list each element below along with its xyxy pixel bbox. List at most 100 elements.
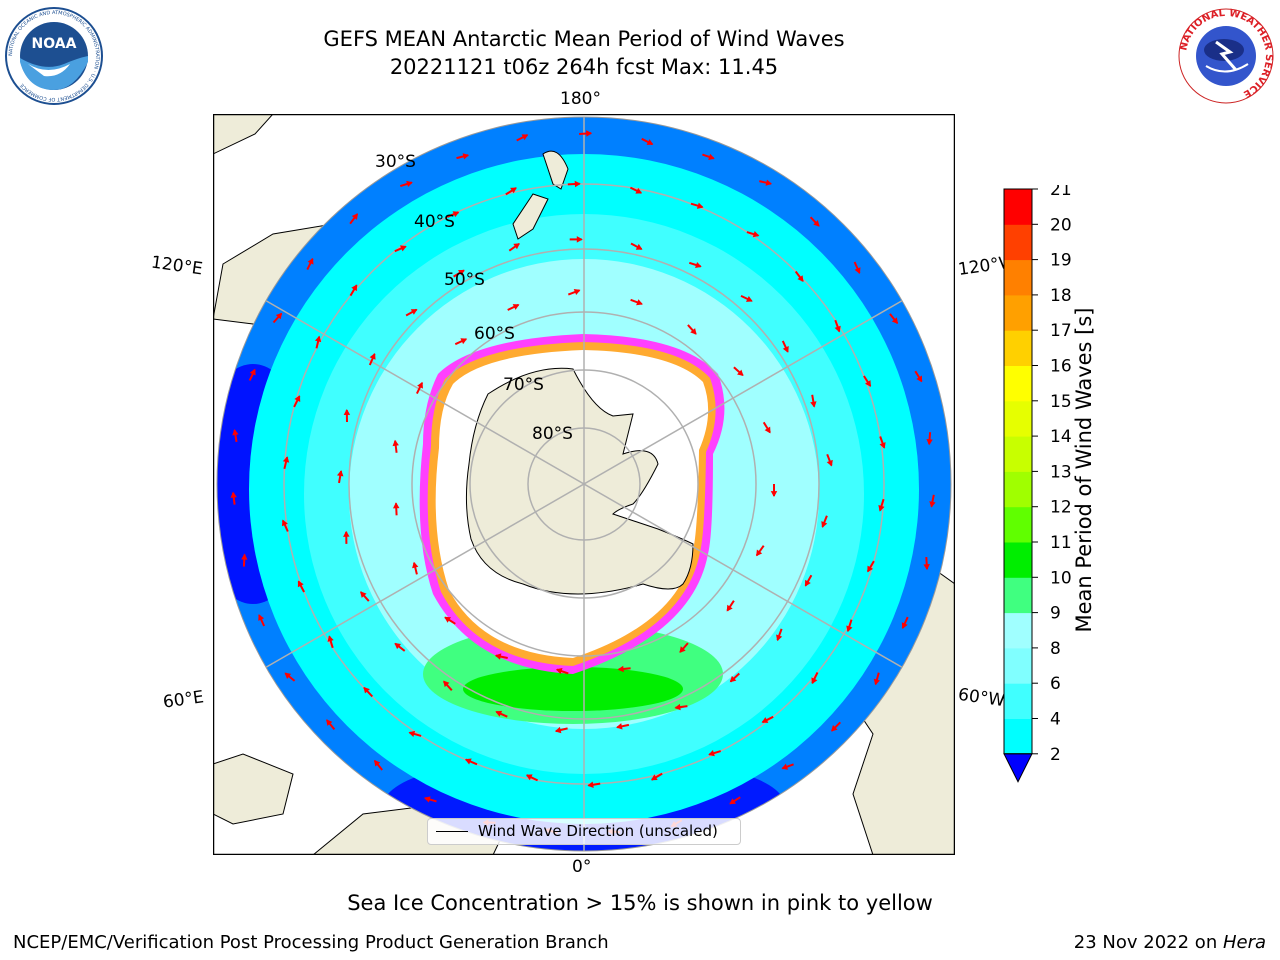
lon-label-120e: 120°E — [149, 252, 204, 280]
wave-direction-arrowhead — [444, 616, 451, 623]
wave-direction-arrowhead — [679, 646, 686, 653]
wave-direction-arrowhead — [297, 580, 304, 588]
wave-direction-arrowhead — [510, 187, 517, 194]
lat-label-70s: 70°S — [503, 375, 544, 395]
wave-direction-arrowhead — [586, 130, 593, 137]
colorbar-segment — [1004, 400, 1032, 437]
wave-direction-arrowhead — [443, 680, 450, 688]
wave-direction-arrowhead — [249, 368, 256, 376]
wave-direction-arrowhead — [554, 726, 562, 734]
land-south-island — [512, 193, 549, 240]
map-border — [213, 114, 955, 855]
colorbar-tick-label: 8 — [1050, 639, 1061, 659]
wave-direction-arrowhead — [879, 442, 886, 449]
wave-direction-arrowhead — [363, 686, 370, 694]
wave-direction-arrowhead — [761, 717, 769, 723]
wave-direction-arrowhead — [891, 317, 899, 325]
wave-direction-arrowhead — [854, 267, 861, 274]
wave-direction-arrowhead — [458, 269, 465, 276]
wave-direction-arrowhead — [813, 220, 820, 227]
colorbar-segment — [1004, 189, 1032, 225]
legend-line-sample — [436, 831, 468, 832]
land-north-island — [542, 150, 569, 190]
wave-direction-arrowhead — [512, 304, 520, 310]
wave-direction-arrowhead — [776, 634, 783, 642]
wave-direction-arrowhead — [412, 561, 419, 569]
wave-direction-arrowhead — [804, 579, 811, 587]
wave-direction-arrowhead — [525, 774, 533, 781]
wave-direction-arrowhead — [873, 678, 880, 686]
wave-direction-arrowhead — [616, 723, 623, 730]
wave-direction-arrowhead — [831, 725, 838, 732]
wave-direction-arrowhead — [464, 758, 472, 765]
colorbar-tick-label: 6 — [1050, 674, 1061, 694]
wave-direction-arrowhead — [726, 604, 733, 612]
wave-direction-arrowhead — [351, 213, 358, 220]
footer-date: 23 Nov 2022 on Hera — [1074, 932, 1266, 953]
colorbar-tick-label: 9 — [1050, 604, 1061, 624]
wave-direction-arrowhead — [406, 180, 413, 188]
wave-direction-arrowhead — [781, 763, 789, 770]
wave-direction-arrowhead — [521, 134, 529, 141]
wave-direction-arrowhead — [690, 328, 697, 335]
colorbar-segment — [1004, 542, 1032, 578]
wave-direction-arrowhead — [764, 426, 771, 434]
wave-direction-arrowhead — [374, 759, 381, 767]
wave-direction-arrowhead — [770, 491, 778, 498]
colorbar-segment — [1004, 330, 1032, 366]
wave-direction-arrowhead — [810, 401, 817, 408]
wave-direction-arrowhead — [462, 153, 470, 160]
colorbar-segment — [1004, 683, 1032, 719]
colorbar-segment — [1004, 612, 1032, 649]
noaa-logo: NOAA NATIONAL OCEANIC AND ATMOSPHERIC AD… — [5, 7, 103, 105]
wave-direction-arrowhead — [343, 408, 351, 416]
colorbar-tick-label: 12 — [1050, 498, 1072, 518]
wave-direction-arrowhead — [878, 504, 885, 512]
colorbar-tick-label: 14 — [1050, 427, 1072, 447]
wave-direction-arrowhead — [729, 675, 737, 683]
wave-direction-arrowhead — [408, 730, 416, 738]
colorbar-tick-label: 11 — [1050, 533, 1072, 553]
wave-direction-arrowhead — [811, 677, 818, 685]
colorbar-tick-label: 4 — [1050, 710, 1061, 730]
wave-direction-arrowhead — [752, 231, 760, 238]
colorbar: 2 4 6 8 9 10 11 12 13 14 15 16 17 18 19 20 21 — [1003, 185, 1072, 783]
wave-direction-arrowhead — [452, 211, 460, 218]
wave-direction-arrowhead — [826, 459, 833, 467]
chart-title: GEFS MEAN Antarctic Mean Period of Wind … — [323, 27, 845, 51]
wave-direction-arrowhead — [797, 275, 804, 282]
wave-direction-arrowhead — [865, 380, 871, 387]
colorbar-tick-label: 19 — [1050, 251, 1072, 271]
map-disc-edge — [216, 116, 952, 852]
wave-direction-arrowhead — [369, 353, 376, 360]
polar-map — [213, 114, 955, 855]
noaa-logo-text: NOAA — [32, 36, 77, 52]
wave-direction-arrowhead — [281, 519, 288, 527]
lon-label-180: 180° — [560, 89, 601, 109]
nws-logo: NATIONAL WEATHER SERVICE — [1178, 8, 1274, 104]
colorbar-title: Mean Period of Wind Waves [s] — [1072, 307, 1096, 633]
wave-direction-arrowhead — [695, 261, 702, 269]
wave-direction-arrowhead — [867, 565, 874, 573]
colorbar-segment — [1004, 259, 1032, 296]
lon-label-0: 0° — [572, 857, 592, 877]
wave-direction-arrowhead — [392, 439, 399, 447]
wave-direction-arrowhead — [708, 153, 715, 160]
colorbar-segment — [1004, 718, 1032, 755]
colorbar-tick-label: 20 — [1050, 215, 1072, 235]
colorbar-tick-label: 16 — [1050, 357, 1072, 377]
wave-direction-arrowhead — [423, 796, 431, 803]
wave-direction-arrowhead — [494, 653, 502, 660]
wave-direction-arrowhead — [417, 381, 423, 389]
wave-direction-arrowhead — [282, 456, 290, 463]
wave-direction-arrowhead — [708, 750, 715, 757]
wave-direction-arrowhead — [460, 338, 468, 345]
wave-direction-arrowhead — [635, 187, 643, 194]
wave-direction-arrowhead — [923, 564, 930, 571]
colorbar-segment — [1004, 294, 1032, 331]
wave-direction-arrowhead — [230, 491, 237, 498]
colorbar-tick-label: 2 — [1050, 745, 1061, 765]
wave-direction-arrowhead — [782, 345, 789, 353]
colorbar-segment — [1004, 577, 1032, 614]
wave-direction-arrowhead — [646, 139, 654, 145]
